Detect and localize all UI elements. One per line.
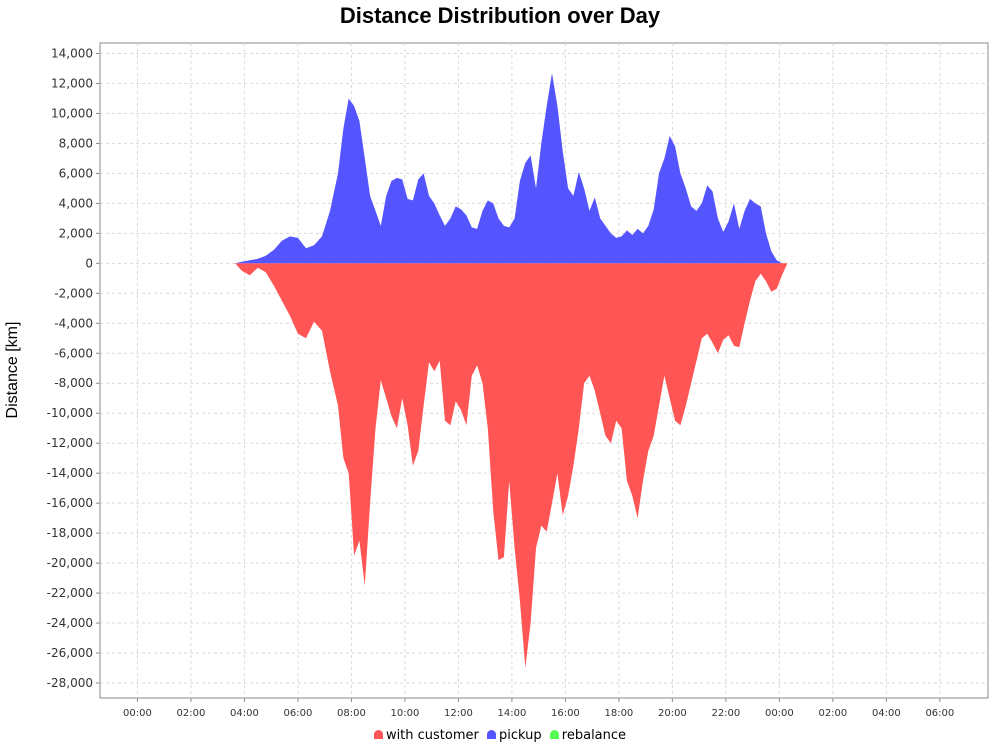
x-tick-label: 02:00 — [177, 708, 206, 719]
y-tick-label: 14,000 — [51, 46, 93, 60]
legend-item-pickup: pickup — [487, 728, 542, 743]
y-tick-label: -16,000 — [47, 496, 93, 510]
y-tick-label: -26,000 — [47, 646, 93, 660]
x-tick-label: 06:00 — [284, 708, 313, 719]
x-tick-label: 16:00 — [551, 708, 580, 719]
x-tick-label: 04:00 — [230, 708, 259, 719]
chart-title: Distance Distribution over Day — [339, 3, 661, 28]
y-tick-label: -20,000 — [47, 556, 93, 570]
y-tick-label: 0 — [85, 256, 93, 270]
y-tick-label: -22,000 — [47, 586, 93, 600]
legend-label: with customer — [385, 728, 479, 743]
y-tick-label: -10,000 — [47, 406, 93, 420]
x-tick-label: 04:00 — [872, 708, 901, 719]
y-tick-label: -14,000 — [47, 466, 93, 480]
x-tick-label: 14:00 — [497, 708, 526, 719]
legend-label: rebalance — [561, 728, 627, 743]
area-layer — [235, 73, 922, 668]
x-tick-label: 02:00 — [818, 708, 847, 719]
legend-label: pickup — [499, 728, 542, 743]
y-tick-label: 10,000 — [51, 106, 93, 120]
y-tick-label: -18,000 — [47, 526, 93, 540]
y-tick-label: -4,000 — [54, 316, 93, 330]
legend-item-with-customer: with customer — [373, 728, 479, 743]
y-tick-label: 12,000 — [51, 76, 93, 90]
x-tick-label: 08:00 — [337, 708, 366, 719]
area-series-with-customer — [235, 263, 922, 668]
rebalance-swatch-icon — [549, 730, 559, 739]
x-tick-label: 20:00 — [658, 708, 687, 719]
x-tick-label: 00:00 — [765, 708, 794, 719]
y-tick-label: -8,000 — [54, 376, 93, 390]
legend-item-rebalance: rebalance — [549, 728, 627, 743]
y-tick-label: 2,000 — [59, 226, 93, 240]
legend: with customer pickup rebalance — [0, 728, 1000, 743]
y-tick-label: 6,000 — [59, 166, 93, 180]
pickup-swatch-icon — [487, 730, 497, 739]
y-tick-label: -6,000 — [54, 346, 93, 360]
y-tick-label: -12,000 — [47, 436, 93, 450]
y-tick-label: -2,000 — [54, 286, 93, 300]
area-series-pickup — [235, 73, 916, 264]
y-tick-label: 4,000 — [59, 196, 93, 210]
y-tick-label: -24,000 — [47, 616, 93, 630]
x-tick-label: 22:00 — [711, 708, 740, 719]
x-tick-label: 18:00 — [604, 708, 633, 719]
with-customer-swatch-icon — [373, 730, 383, 739]
x-tick-label: 06:00 — [925, 708, 954, 719]
x-tick-label: 10:00 — [391, 708, 420, 719]
y-tick-label: 8,000 — [59, 136, 93, 150]
axis-layer: 14,000 12,000 10,000 8,000 6,000 4,000 2,000 0 -… — [47, 46, 955, 719]
x-tick-label: 00:00 — [123, 708, 152, 719]
y-tick-label: -28,000 — [47, 676, 93, 690]
x-tick-label: 12:00 — [444, 708, 473, 719]
